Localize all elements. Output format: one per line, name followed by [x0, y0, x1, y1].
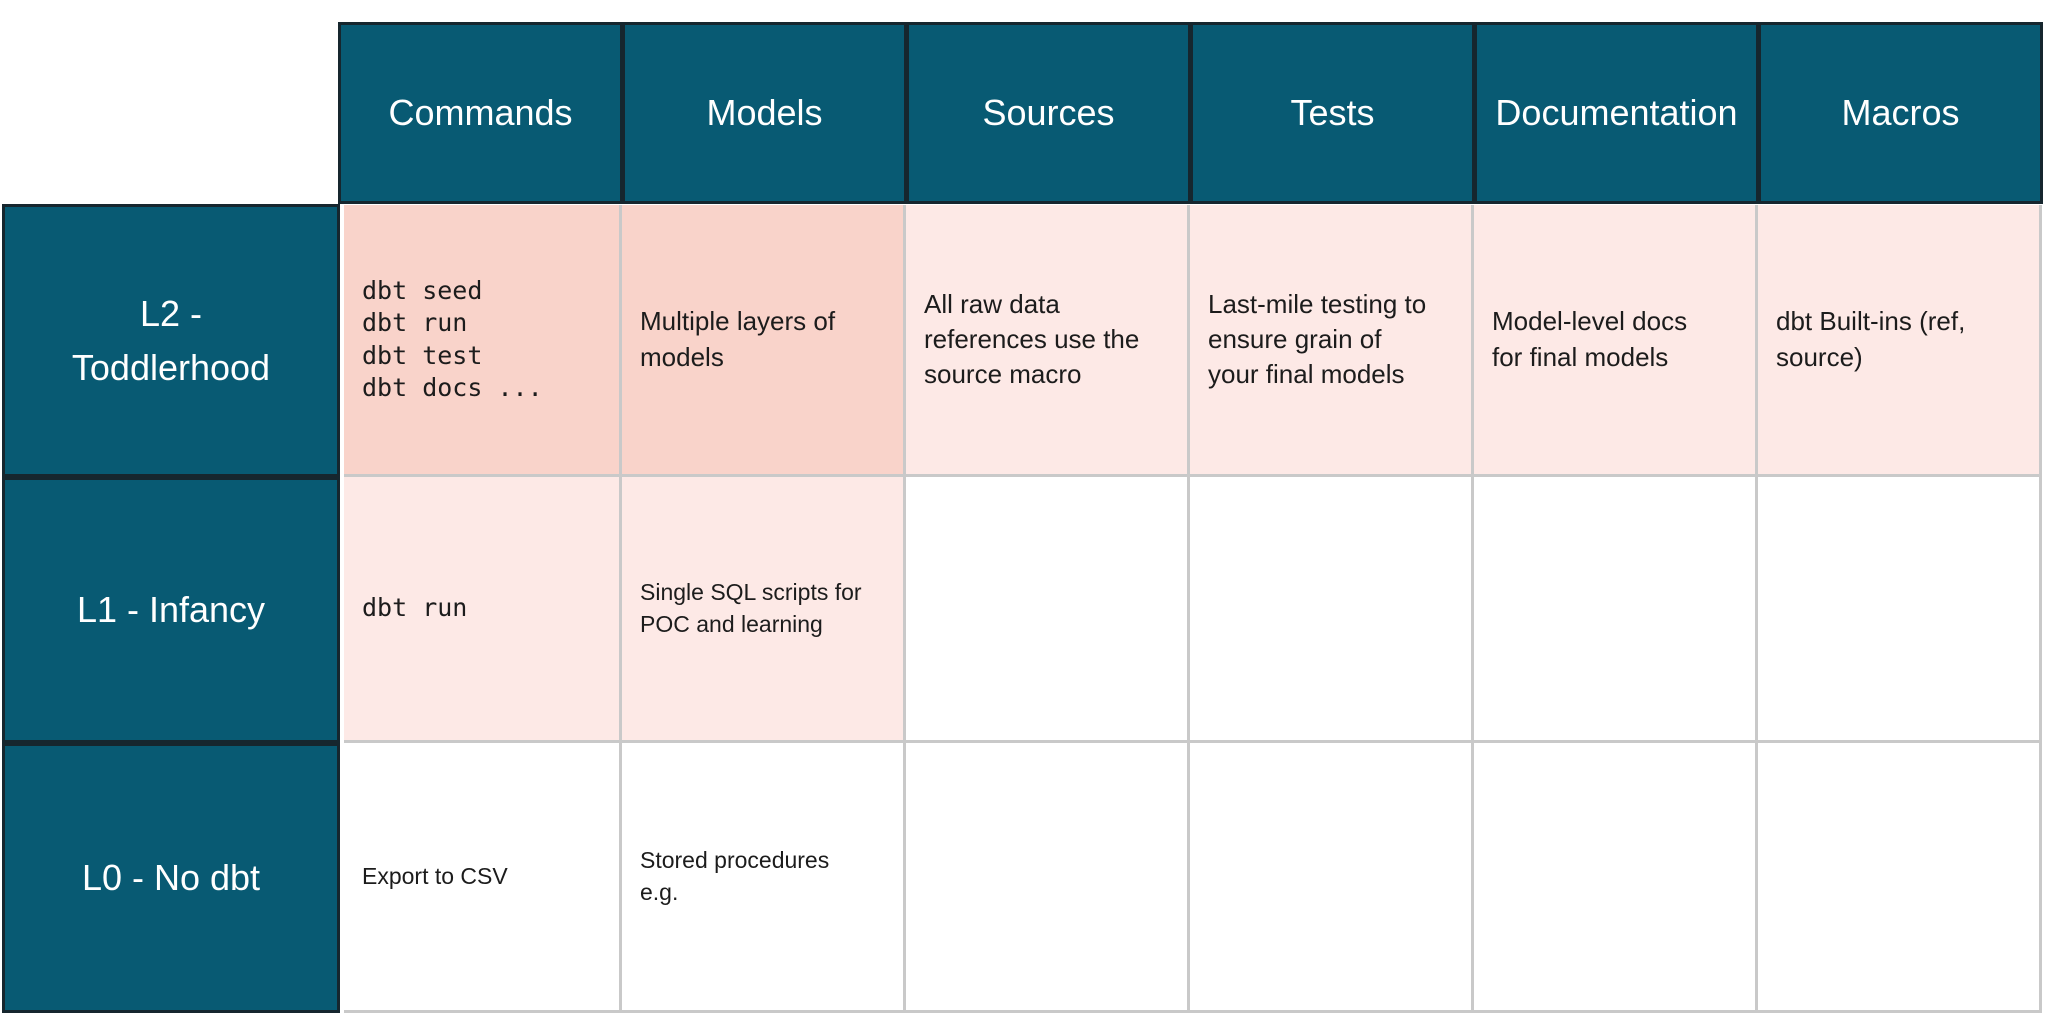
cell-l0-macros — [1758, 743, 2042, 1013]
cell-l2-sources: All raw data references use the source m… — [906, 205, 1190, 477]
column-header-commands: Commands — [338, 22, 623, 204]
cell-l2-documentation: Model-level docs for final models — [1474, 205, 1758, 477]
cell-l1-commands: dbt run — [344, 477, 622, 743]
column-header-label: Commands — [388, 92, 573, 133]
cell-text: Model-level docs for final models — [1492, 306, 1688, 372]
row-header-l0-no-dbt: L0 - No dbt — [2, 743, 340, 1013]
cell-text: All raw data references use the source m… — [924, 288, 1140, 390]
cell-l1-sources — [906, 477, 1190, 743]
column-header-tests: Tests — [1190, 22, 1475, 204]
column-header-label: Macros — [1841, 92, 1960, 133]
cell-l1-documentation — [1474, 477, 1758, 743]
row-header-label: L1 - Infancy — [76, 589, 266, 630]
cell-l0-tests — [1190, 743, 1474, 1013]
row-header-l2-toddlerhood: L2 - Toddlerhood — [2, 204, 340, 477]
cell-text: Last-mile testing to ensure grain of you… — [1208, 288, 1427, 390]
cell-l2-models: Multiple layers of models — [622, 205, 906, 477]
column-header-macros: Macros — [1758, 22, 2043, 204]
cell-text: Stored procedures e.g. — [640, 847, 830, 905]
cell-text: dbt Built-ins (ref, source) — [1776, 306, 1966, 372]
cell-text: dbt seed dbt run dbt test dbt docs ... — [362, 275, 543, 403]
column-header-sources: Sources — [906, 22, 1191, 204]
column-header-label: Tests — [1290, 92, 1375, 133]
cell-l0-commands: Export to CSV — [344, 743, 622, 1013]
column-header-label: Documentation — [1495, 92, 1738, 133]
column-header-models: Models — [622, 22, 907, 204]
cell-l2-tests: Last-mile testing to ensure grain of you… — [1190, 205, 1474, 477]
cell-l2-macros: dbt Built-ins (ref, source) — [1758, 205, 2042, 477]
cell-l2-commands: dbt seed dbt run dbt test dbt docs ... — [344, 205, 622, 477]
column-header-documentation: Documentation — [1474, 22, 1759, 204]
cell-text: Single SQL scripts for POC and learning — [640, 579, 862, 637]
column-header-label: Sources — [982, 92, 1115, 133]
cell-l1-macros — [1758, 477, 2042, 743]
row-header-label: L2 - Toddlerhood — [71, 292, 271, 388]
row-header-l1-infancy: L1 - Infancy — [2, 477, 340, 743]
cell-l0-sources — [906, 743, 1190, 1013]
cell-text: Export to CSV — [362, 862, 508, 889]
cell-text: Multiple layers of models — [640, 306, 836, 372]
cell-text: dbt run — [362, 593, 468, 623]
cell-l0-models: Stored procedures e.g. — [622, 743, 906, 1013]
cell-l1-models: Single SQL scripts for POC and learning — [622, 477, 906, 743]
row-header-label: L0 - No dbt — [81, 857, 261, 898]
column-header-label: Models — [706, 92, 823, 133]
cell-l0-documentation — [1474, 743, 1758, 1013]
matrix-grid: dbt seed dbt run dbt test dbt docs ... M… — [344, 205, 2042, 1013]
cell-l1-tests — [1190, 477, 1474, 743]
